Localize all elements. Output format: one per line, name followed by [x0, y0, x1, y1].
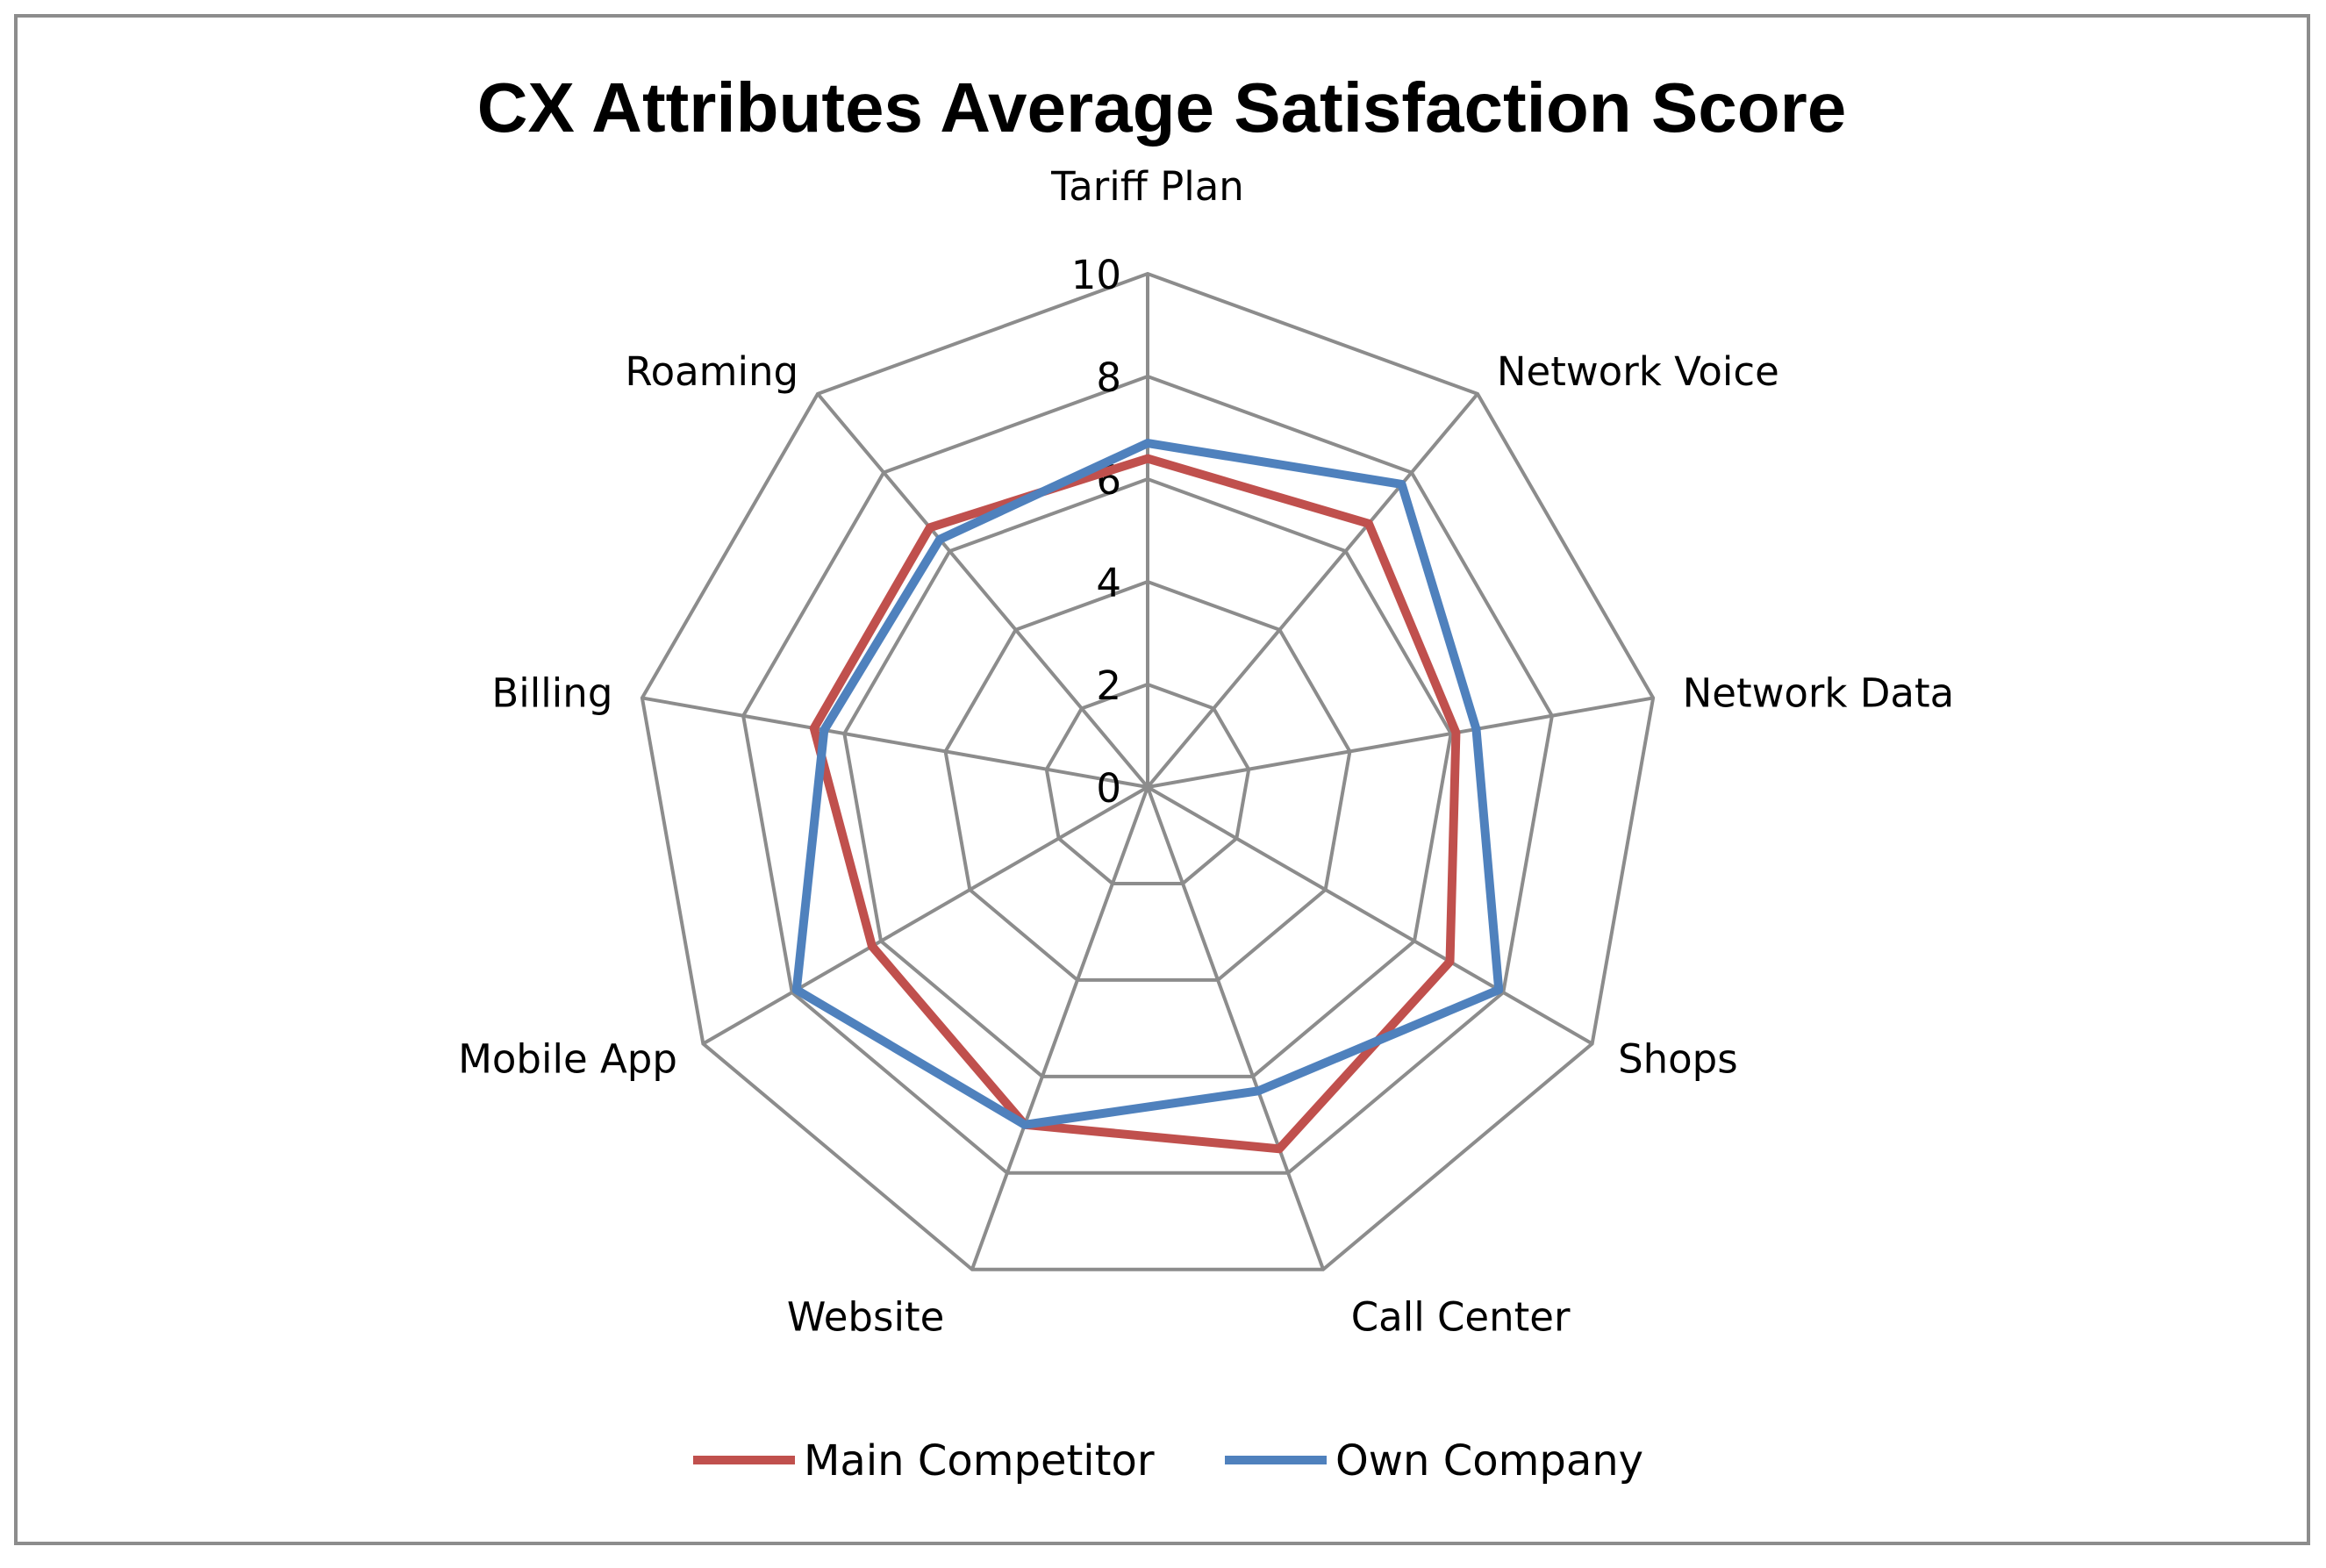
- grid-spoke-1: [1146, 392, 1479, 789]
- category-label: Shops: [1618, 1036, 1738, 1083]
- category-label: Network Voice: [1497, 348, 1779, 395]
- series-line-main-competitor: [809, 454, 1461, 1154]
- category-label: Roaming: [625, 348, 798, 395]
- grid-ring-2: [1044, 682, 1251, 885]
- category-label: Call Center: [1351, 1294, 1571, 1341]
- tick-label: 0: [1096, 765, 1121, 812]
- legend: Main Competitor Own Company: [693, 1436, 1643, 1486]
- grid-spoke-3: [1147, 785, 1593, 1046]
- chart-frame: CX Attributes Average Satisfaction Score…: [14, 14, 2310, 1545]
- radar-chart: CX Attributes Average Satisfaction Score…: [458, 68, 1954, 1486]
- category-label: Network Data: [1683, 670, 1955, 717]
- tick-label: 8: [1096, 354, 1121, 401]
- tick-label: 2: [1096, 662, 1121, 709]
- grid-ring-6: [842, 476, 1453, 1078]
- grid-layer: [640, 271, 1656, 1271]
- grid-spoke-2: [1147, 696, 1654, 789]
- series-layer: [791, 439, 1504, 1154]
- grid-ring-10: [640, 271, 1656, 1271]
- series-line-own-company: [791, 439, 1504, 1129]
- category-label: Website: [787, 1294, 944, 1341]
- category-labels: Tariff Plan Network Voice Network Data Shop…: [458, 163, 1954, 1341]
- grid-spoke-6: [702, 785, 1149, 1046]
- grid-spoke-7: [641, 696, 1149, 789]
- grid-ring-4: [943, 579, 1352, 982]
- grid-spoke-8: [816, 392, 1149, 789]
- tick-label: 4: [1096, 560, 1121, 606]
- grid-spoke-5: [970, 786, 1149, 1271]
- grid-spoke-4: [1146, 786, 1325, 1271]
- tick-label: 10: [1071, 252, 1121, 298]
- legend-label: Own Company: [1335, 1436, 1643, 1486]
- grid-ring-8: [741, 374, 1554, 1175]
- chart-title: CX Attributes Average Satisfaction Score: [477, 68, 1846, 147]
- category-label: Tariff Plan: [1050, 163, 1244, 210]
- legend-label: Main Competitor: [804, 1436, 1155, 1486]
- category-label: Mobile App: [458, 1036, 677, 1083]
- category-label: Billing: [491, 670, 612, 717]
